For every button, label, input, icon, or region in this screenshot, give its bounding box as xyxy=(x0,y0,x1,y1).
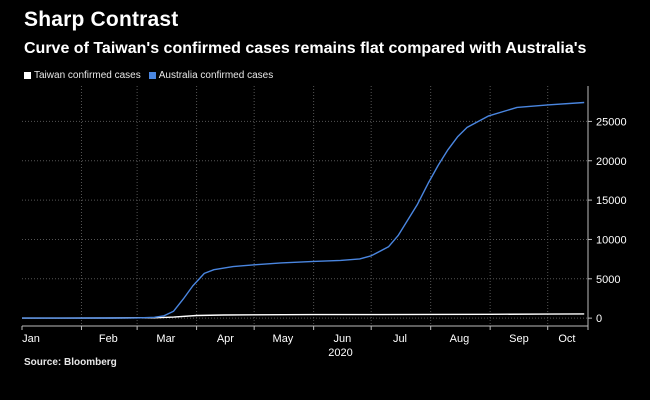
x-tick-label: Jul xyxy=(393,333,407,345)
legend-label-taiwan: Taiwan confirmed cases xyxy=(34,70,141,81)
legend-label-australia: Australia confirmed cases xyxy=(158,70,274,81)
y-tick-label: 20000 xyxy=(596,156,627,168)
y-tick-label: 10000 xyxy=(596,234,627,246)
legend-swatch-australia xyxy=(148,72,156,79)
y-tick-label: 15000 xyxy=(596,195,627,207)
chart-subtitle: Curve of Taiwan's confirmed cases remain… xyxy=(24,40,587,57)
x-tick-label: Aug xyxy=(450,333,470,345)
legend-swatch-taiwan xyxy=(24,72,31,79)
x-tick-label: Sep xyxy=(509,333,529,345)
x-tick-label: Mar xyxy=(156,333,175,345)
x-tick-label: Feb xyxy=(99,333,118,345)
legend-item-taiwan: Taiwan confirmed cases xyxy=(24,70,141,81)
x-tick-label: May xyxy=(273,333,294,345)
source-note: Source: Bloomberg xyxy=(24,357,117,368)
y-tick-label: 0 xyxy=(596,313,602,325)
chart-title: Sharp Contrast xyxy=(24,8,179,31)
y-tick-label: 25000 xyxy=(596,116,627,128)
series-line-australia xyxy=(22,101,585,319)
x-tick-label: Jan xyxy=(22,333,40,345)
x-tick-label: Jun xyxy=(334,333,352,345)
x-tick-label: Apr xyxy=(217,333,234,345)
legend-item-australia: Australia confirmed cases xyxy=(148,70,274,81)
x-axis-label: 2020 xyxy=(328,347,352,359)
y-tick-label: 5000 xyxy=(596,274,620,286)
x-tick-label: Oct xyxy=(558,333,575,345)
chart-legend: Taiwan confirmed cases Australia confirm… xyxy=(24,70,281,81)
